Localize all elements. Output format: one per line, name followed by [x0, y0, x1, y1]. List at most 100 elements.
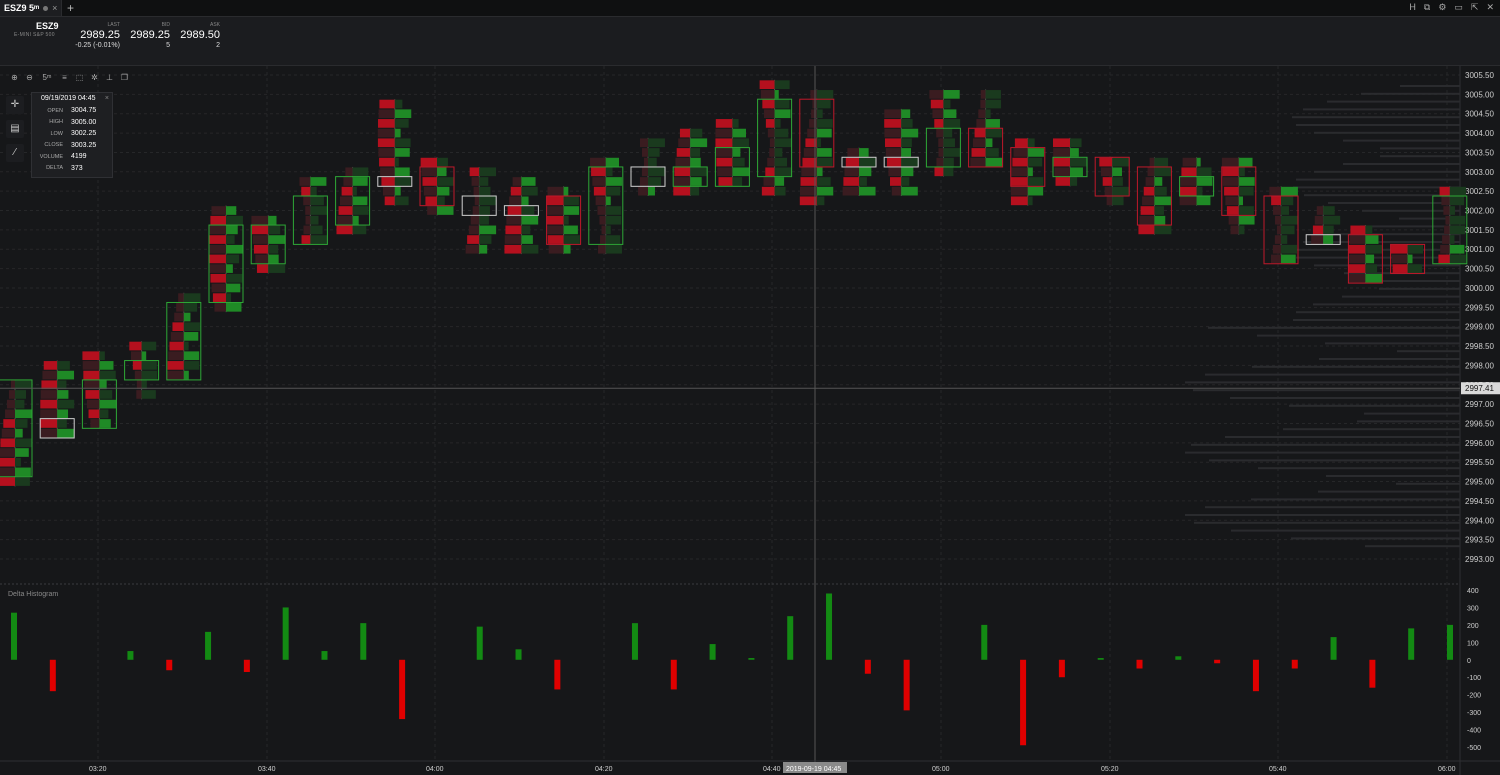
ask-volume-cell: [99, 419, 111, 428]
footprint-chart[interactable]: 3005.50 3005.00 3004.50 3004.00 3003.50 3003.…: [0, 66, 1500, 775]
bars-icon[interactable]: ≡: [62, 73, 67, 82]
bid-volume-cell: [505, 225, 522, 235]
price-axis-label: 3004.50: [1465, 110, 1494, 119]
bid-volume-cell: [178, 293, 184, 302]
close-tab-icon[interactable]: ×: [52, 3, 58, 13]
axis-icon[interactable]: ⊥: [106, 73, 113, 82]
ask-volume-cell: [605, 215, 622, 225]
bid-volume-cell: [252, 235, 269, 244]
ask-volume-cell: [774, 99, 790, 109]
ask-volume-cell: [1027, 177, 1044, 186]
ask-volume-cell: [816, 177, 831, 186]
popout-icon[interactable]: ⇱: [1470, 2, 1479, 12]
delta-histogram-bar: [631, 623, 638, 660]
ask-volume-cell: [99, 380, 107, 390]
ask-volume-cell: [479, 244, 488, 254]
footprint-candle-body: [1221, 166, 1257, 216]
ask-volume-cell: [563, 235, 580, 244]
bid-volume-cell: [211, 283, 226, 293]
volume-profile-bar: [1328, 202, 1460, 204]
ask-volume-cell: [943, 148, 961, 157]
ask-volume-cell: [479, 206, 490, 215]
ask-volume-cell: [1070, 148, 1079, 157]
price-axis-label: 3003.00: [1465, 168, 1494, 177]
ask-volume-cell: [437, 177, 454, 186]
ask-volume-cell: [521, 235, 533, 244]
bid-volume-cell: [382, 186, 395, 196]
bid-volume-cell: [811, 109, 817, 119]
bid-volume-cell: [420, 157, 437, 167]
bid-volume-cell: [168, 351, 184, 361]
last-price-label: 2997.41: [1465, 384, 1494, 393]
price-axis-label: 2994.00: [1465, 516, 1494, 525]
ask-volume-cell: [57, 370, 75, 380]
ask-volume-cell: [605, 235, 621, 244]
delta-histogram-bar: [1020, 659, 1027, 746]
zoom-in-icon[interactable]: ⊕: [11, 73, 18, 82]
bid-volume-cell: [212, 293, 226, 302]
ask-volume-cell: [690, 167, 708, 177]
ask-volume-cell: [99, 409, 109, 419]
ask-volume-cell: [732, 119, 739, 128]
pen-icon[interactable]: ⁄: [6, 144, 24, 162]
symbol[interactable]: ESZ9: [36, 21, 59, 31]
bid-volume-cell: [40, 390, 58, 399]
ask-volume-cell: [859, 167, 872, 177]
bid-volume-cell: [379, 157, 395, 167]
bid-volume-cell: [976, 119, 986, 128]
bid-volume-cell: [715, 119, 733, 128]
ask-volume-cell: [816, 186, 834, 196]
ask-volume-cell: [141, 351, 147, 361]
zoom-out-icon[interactable]: ⊖: [26, 73, 33, 82]
volume-profile-bar: [1327, 100, 1460, 103]
ask-volume-cell: [1365, 254, 1375, 264]
gear-icon[interactable]: ✲: [91, 73, 98, 82]
ask-volume-cell: [268, 235, 286, 244]
bid-volume-cell: [471, 177, 480, 186]
bid-volume-cell: [1, 428, 15, 438]
ask-volume-cell: [1449, 244, 1465, 254]
notes-icon[interactable]: ▤: [6, 120, 24, 138]
volume-profile-bar: [1289, 404, 1460, 407]
settings-icon[interactable]: ⚙: [1438, 2, 1447, 12]
bid-volume-cell: [209, 264, 226, 273]
new-tab-button[interactable]: +: [67, 1, 75, 15]
ask-volume-cell: [816, 138, 821, 148]
bid-volume-cell: [1348, 264, 1366, 273]
close-window-icon[interactable]: ✕: [1486, 2, 1494, 12]
ask-volume-cell: [1070, 157, 1087, 167]
ask-volume-cell: [774, 148, 783, 157]
bid-volume-cell: [1312, 225, 1324, 235]
bid-volume-cell: [1222, 167, 1239, 177]
chart-tab[interactable]: ESZ9 5ᵐ ×: [0, 0, 62, 16]
ask-volume-cell: [1238, 196, 1243, 206]
bid-volume-cell: [885, 148, 902, 157]
ask-volume-cell: [1154, 167, 1171, 177]
bid-volume-cell: [891, 186, 902, 196]
ask-volume-cell: [99, 399, 117, 409]
ask-volume-cell: [15, 419, 28, 428]
bid-volume-cell: [1439, 186, 1450, 196]
bid-volume-cell: [469, 167, 480, 177]
close-icon[interactable]: ×: [104, 95, 109, 102]
link-icon[interactable]: ⧉: [1423, 2, 1431, 12]
volume-profile-bar: [1230, 397, 1460, 399]
info-row-low: LOW 3002.25: [50, 130, 97, 138]
bid-volume-cell: [593, 186, 606, 196]
timeframe-button[interactable]: 5ᵐ: [42, 73, 52, 82]
ask-volume-cell: [774, 119, 781, 128]
ask-volume-cell: [901, 109, 911, 119]
bid-volume-cell: [597, 206, 606, 215]
ask-volume-cell: [943, 167, 954, 177]
select-icon[interactable]: ⬚: [75, 73, 84, 82]
ask-volume-cell: [648, 167, 665, 177]
bid-volume-cell: [40, 399, 58, 409]
maximize-icon[interactable]: ▭: [1454, 2, 1463, 12]
ask-volume-cell: [1070, 138, 1082, 148]
ask-volume-cell: [859, 186, 876, 196]
ask-volume-cell: [141, 361, 157, 370]
copy-icon[interactable]: ❐: [120, 73, 129, 82]
help-icon[interactable]: H: [1409, 2, 1416, 12]
bid-volume-cell: [377, 138, 395, 148]
crosshair-icon[interactable]: ✛: [6, 96, 24, 114]
